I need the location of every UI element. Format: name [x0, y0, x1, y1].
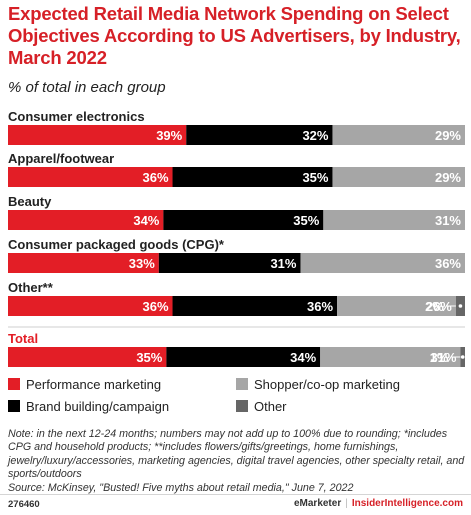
brand-separator: | [345, 498, 348, 509]
value-label-total-other: 1% [430, 350, 449, 365]
value-label-consumer-electronics-brand-building-campaign: 32% [302, 128, 328, 143]
value-label-apparel-footwear-shopper-co-op-marketing: 29% [435, 170, 461, 185]
category-label-consumer-packaged-goods-cpg: Consumer packaged goods (CPG)* [8, 237, 225, 252]
chart-title: Expected Retail Media Network Spending o… [8, 3, 461, 68]
bar-consumer-packaged-goods-cpg-brand-building-campaign [158, 253, 301, 273]
bar-consumer-electronics-shopper-co-op-marketing [332, 125, 465, 145]
source-text: Source: McKinsey, "Busted! Five myths ab… [8, 481, 354, 494]
value-label-apparel-footwear-performance-marketing: 36% [142, 170, 168, 185]
bar-consumer-electronics-performance-marketing [8, 125, 187, 145]
category-label-consumer-electronics: Consumer electronics [8, 109, 145, 124]
legend-swatch-other [236, 400, 248, 412]
bar-consumer-packaged-goods-cpg-performance-marketing [8, 253, 159, 273]
value-marker-other-other [458, 304, 463, 308]
legend-label-other: Other [254, 399, 287, 414]
bar-apparel-footwear-performance-marketing [8, 167, 173, 187]
bar-apparel-footwear-shopper-co-op-marketing [332, 167, 465, 187]
bar-total-brand-building-campaign [166, 347, 321, 367]
value-label-consumer-electronics-performance-marketing: 39% [156, 128, 182, 143]
value-label-beauty-performance-marketing: 34% [133, 213, 159, 228]
value-label-apparel-footwear-brand-building-campaign: 35% [302, 170, 328, 185]
bar-beauty-shopper-co-op-marketing [323, 210, 465, 230]
bar-other-performance-marketing [8, 296, 173, 316]
bar-total-performance-marketing [8, 347, 167, 367]
value-label-other-performance-marketing: 36% [142, 299, 168, 314]
value-label-other-other: 2% [425, 299, 444, 314]
bar-other-brand-building-campaign [172, 296, 338, 316]
value-label-consumer-packaged-goods-cpg-shopper-co-op-marketing: 36% [435, 256, 461, 271]
legend-label-shopper-co-op-marketing: Shopper/co-op marketing [254, 377, 400, 392]
bar-other-shopper-co-op-marketing [337, 296, 456, 316]
category-label-total: Total [8, 331, 38, 346]
legend-swatch-performance-marketing [8, 378, 20, 390]
value-label-beauty-shopper-co-op-marketing: 31% [435, 213, 461, 228]
note-text: Note: in the next 12-24 months; numbers … [8, 428, 465, 481]
chart-id: 276460 [8, 499, 40, 510]
stacked-bar-chart: Consumer electronics 39% 32% 29% Apparel/foo… [8, 109, 465, 414]
chart-subtitle: % of total in each group [8, 79, 166, 96]
value-label-total-brand-building-campaign: 34% [290, 350, 316, 365]
footer-divider [0, 494, 471, 495]
category-label-other: Other** [8, 280, 54, 295]
footer-brand: eMarketer | InsiderIntelligence.com [294, 498, 463, 509]
chart-notes: Note: in the next 12-24 months; numbers … [8, 428, 466, 495]
bar-consumer-packaged-goods-cpg-shopper-co-op-marketing [300, 253, 465, 273]
bar-beauty-performance-marketing [8, 210, 164, 230]
bar-consumer-electronics-brand-building-campaign [186, 125, 333, 145]
value-label-other-shopper-co-op-marketing: 26% [426, 299, 452, 314]
value-marker-total-other [460, 355, 465, 359]
brand-emarketer: eMarketer [293, 498, 342, 509]
value-label-other-brand-building-campaign: 36% [307, 299, 333, 314]
category-label-beauty: Beauty [8, 194, 52, 209]
legend-swatch-shopper-co-op-marketing [236, 378, 248, 390]
bar-total-shopper-co-op-marketing [320, 347, 461, 367]
brand-insider-intelligence: InsiderIntelligence.com [351, 498, 463, 509]
category-label-apparel-footwear: Apparel/footwear [8, 151, 114, 166]
value-label-consumer-packaged-goods-cpg-brand-building-campaign: 31% [270, 256, 296, 271]
value-label-total-performance-marketing: 35% [136, 350, 162, 365]
value-label-consumer-electronics-shopper-co-op-marketing: 29% [435, 128, 461, 143]
bar-beauty-brand-building-campaign [163, 210, 324, 230]
legend-label-brand-building-campaign: Brand building/campaign [26, 399, 169, 414]
value-label-consumer-packaged-goods-cpg-performance-marketing: 33% [129, 256, 155, 271]
value-label-total-shopper-co-op-marketing: 31% [430, 350, 456, 365]
bar-apparel-footwear-brand-building-campaign [172, 167, 333, 187]
legend-swatch-brand-building-campaign [8, 400, 20, 412]
legend-label-performance-marketing: Performance marketing [26, 377, 161, 392]
value-label-beauty-brand-building-campaign: 35% [293, 213, 319, 228]
